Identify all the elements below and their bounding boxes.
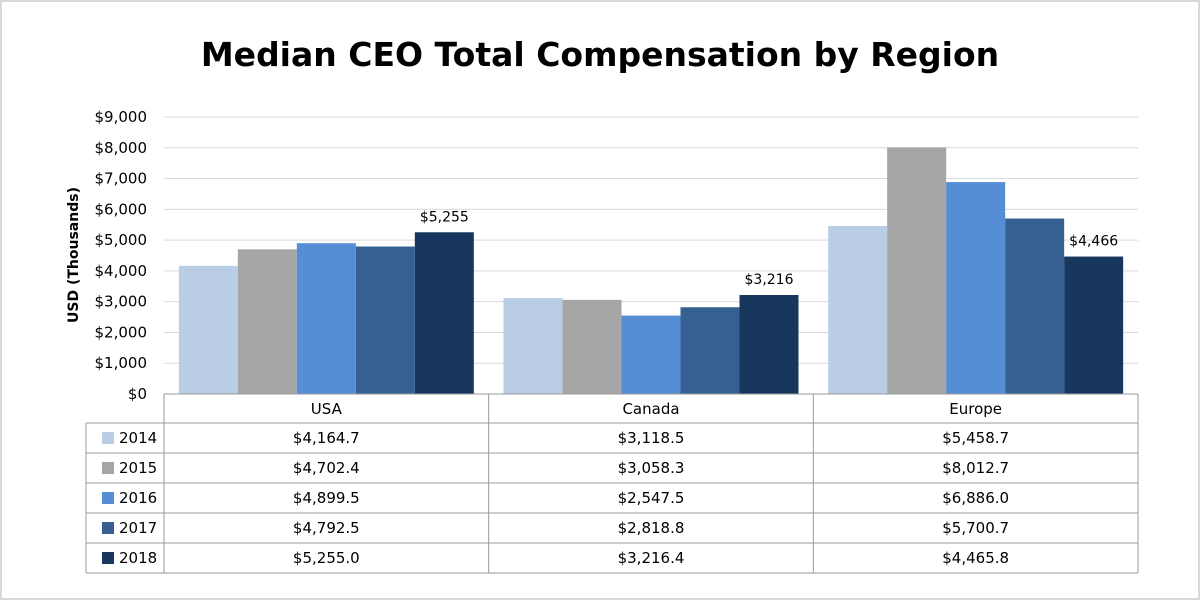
table-cell: $8,012.7 xyxy=(942,459,1009,477)
bar xyxy=(680,307,740,394)
y-tick-label: $6,000 xyxy=(95,200,148,218)
table-cell: $6,886.0 xyxy=(942,489,1009,507)
bar xyxy=(562,299,622,394)
data-label: $3,216 xyxy=(745,272,794,288)
table-cell: $3,118.5 xyxy=(618,429,685,447)
table-cell: $2,818.8 xyxy=(618,519,685,537)
bar xyxy=(414,232,474,394)
bar xyxy=(946,182,1006,394)
y-tick-label: $8,000 xyxy=(95,139,148,157)
table-cell: $4,899.5 xyxy=(293,489,360,507)
y-tick-label: $7,000 xyxy=(95,170,148,188)
bars xyxy=(178,147,1124,394)
bar xyxy=(828,225,888,394)
y-tick-label: $1,000 xyxy=(95,354,148,372)
category-label: Europe xyxy=(949,400,1002,418)
legend-swatch xyxy=(102,462,114,474)
legend-label: 2015 xyxy=(119,459,157,477)
table-cell: $5,700.7 xyxy=(942,519,1009,537)
y-tick-label: $5,000 xyxy=(95,231,148,249)
data-table: USA Canada Europe 2014 $4,164.7 $3,118.5 $5,45… xyxy=(85,393,1139,574)
y-tick-label: $9,000 xyxy=(95,108,148,126)
bar xyxy=(621,315,681,394)
bar xyxy=(1064,256,1124,394)
bar xyxy=(178,265,238,394)
data-label: $5,255 xyxy=(420,209,469,225)
bar xyxy=(355,246,415,394)
legend-swatch xyxy=(102,432,114,444)
table-cell: $4,792.5 xyxy=(293,519,360,537)
legend-label: 2018 xyxy=(119,549,157,567)
y-tick-label: $0 xyxy=(128,385,147,403)
legend-label: 2014 xyxy=(119,429,157,447)
table-cell: $4,465.8 xyxy=(942,549,1009,567)
table-cell: $4,164.7 xyxy=(293,429,360,447)
y-tick-label: $3,000 xyxy=(95,293,148,311)
category-label: USA xyxy=(311,400,343,418)
bar xyxy=(503,298,563,394)
bar xyxy=(887,147,947,394)
data-label: $4,466 xyxy=(1069,234,1118,250)
table-cell: $2,547.5 xyxy=(618,489,685,507)
bar xyxy=(1005,218,1065,394)
chart-title: Median CEO Total Compensation by Region xyxy=(201,35,999,74)
legend-swatch xyxy=(102,492,114,504)
bar xyxy=(739,295,799,394)
y-tick-label: $2,000 xyxy=(95,323,148,341)
legend-label: 2017 xyxy=(119,519,157,537)
legend-swatch xyxy=(102,552,114,564)
table-cell: $5,255.0 xyxy=(293,549,360,567)
table-cell: $4,702.4 xyxy=(293,459,360,477)
y-tick-label: $4,000 xyxy=(95,262,148,280)
bar xyxy=(296,243,356,394)
table-cell: $3,058.3 xyxy=(618,459,685,477)
y-axis-ticks: $0 $1,000 $2,000 $3,000 $4,000 $5,000 $6,000 $7… xyxy=(95,108,148,403)
bar xyxy=(237,249,297,394)
data-labels: $5,255 $3,216 $4,466 xyxy=(420,209,1118,288)
table-cell: $5,458.7 xyxy=(942,429,1009,447)
table-cell: $3,216.4 xyxy=(618,549,685,567)
category-label: Canada xyxy=(622,400,679,418)
legend-label: 2016 xyxy=(119,489,157,507)
legend-swatch xyxy=(102,522,114,534)
y-axis-label: USD (Thousands) xyxy=(66,187,82,323)
